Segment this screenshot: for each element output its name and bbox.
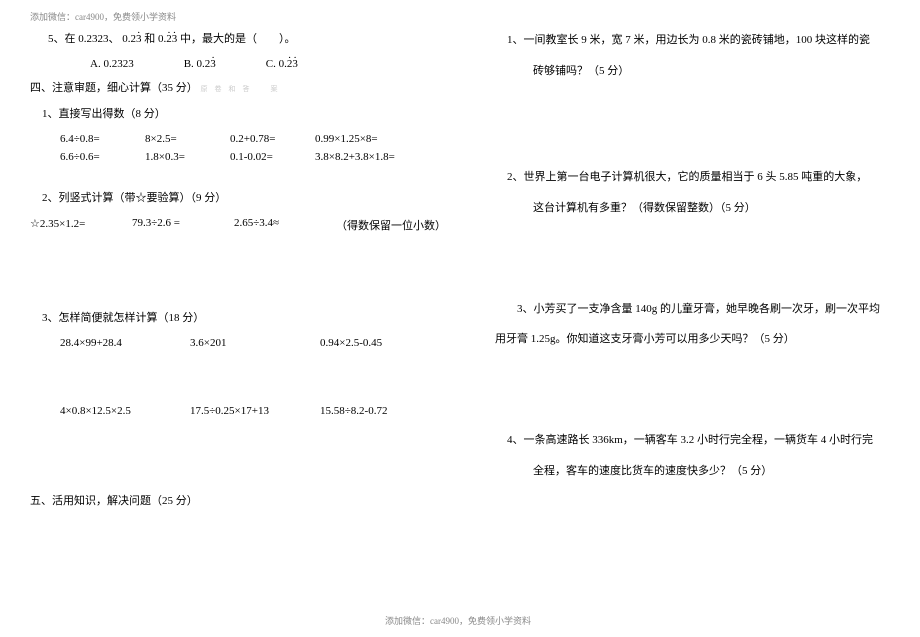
v1: ☆2.35×1.2= [30, 217, 120, 233]
right-column: 1、一间教室长 9 米，宽 7 米，用边长为 0.8 米的瓷砖铺地，100 块这… [465, 30, 900, 607]
problem-3-line2: 用牙膏 1.25g。你知道这支牙膏小芳可以用多少天吗？（5 分） [495, 329, 900, 350]
v-note: （得数保留一位小数） [336, 217, 446, 233]
sec4-1: 1、直接写出得数（8 分） [30, 105, 435, 125]
s2-2: 17.5÷0.25×17+13 [190, 405, 300, 417]
s1-3: 0.94×2.5-0.45 [320, 337, 430, 349]
cbv2: 3 [210, 58, 216, 70]
q5-n1b: 3 [136, 30, 142, 50]
choice-b-val: 0.23 [197, 58, 216, 70]
ccv1: 0. [279, 58, 287, 70]
ccv3: 3 [292, 58, 298, 70]
problem-4-line2: 全程，客车的速度比货车的速度快多少？（5 分） [495, 461, 900, 482]
eq-1-2: 8×2.5= [145, 133, 220, 145]
q5-suffix: 中，最大的是（ ）。 [180, 33, 296, 45]
section-5-title: 五、活用知识，解决问题（25 分） [30, 493, 435, 511]
eq-1-3: 0.2+0.78= [230, 133, 305, 145]
q5-choices: A. 0.2323 B. 0.23 C. 0.23 [30, 58, 435, 70]
eq-2-3: 0.1-0.02= [230, 151, 305, 163]
problem-4-line1: 4、一条高速路长 336km，一辆客车 3.2 小时行完全程，一辆货车 4 小时… [495, 430, 900, 451]
watermark-bottom: 添加微信：car4900，免费领小学资料 [385, 614, 531, 627]
eq-2-1: 6.6÷0.6= [60, 151, 135, 163]
sec4-title-text: 四、注意审题，细心计算（35 分） [30, 82, 198, 94]
choice-b: B. 0.23 [184, 58, 216, 70]
v2: 79.3÷2.6 = [132, 217, 222, 233]
choice-a-val: 0.2323 [103, 58, 133, 70]
choice-a-label: A. [90, 58, 101, 70]
eq-row-2: 6.6÷0.6= 1.8×0.3= 0.1-0.02= 3.8×8.2+3.8×… [30, 151, 435, 163]
v3: 2.65÷3.4≈ [234, 217, 324, 233]
q5-n2c: 3 [172, 30, 178, 50]
choice-c-val: 0.23 [279, 58, 298, 70]
choice-c: C. 0.23 [266, 58, 298, 70]
q5-num1: 0.23 [122, 33, 141, 45]
problem-1-line2: 砖够铺吗？（5 分） [495, 61, 900, 82]
problem-3-line1: 3、小芳买了一支净含量 140g 的儿童牙膏，她早晚各刷一次牙，刷一次平均 [495, 299, 900, 320]
problem-2-line2: 这台计算机有多重？（得数保留整数）（5 分） [495, 198, 900, 219]
sec4-3: 3、怎样简便就怎样计算（18 分） [30, 309, 435, 329]
eq-1-1: 6.4÷0.8= [60, 133, 135, 145]
s2-1: 4×0.8×12.5×2.5 [60, 405, 170, 417]
q5-mid: 和 [144, 33, 155, 45]
s1-2: 3.6×201 [190, 337, 300, 349]
sec4-2: 2、列竖式计算（带☆要验算）（9 分） [30, 189, 435, 209]
section-4-title: 四、注意审题，细心计算（35 分） 原 卷 和 答 案 [30, 80, 435, 98]
eq-1-4: 0.99×1.25×8= [315, 133, 390, 145]
q5-n1a: 0.2 [122, 33, 136, 45]
choice-b-label: B. [184, 58, 194, 70]
page-container: 5、在 0.2323、 0.23 和 0.23 中，最大的是（ ）。 A. 0.… [0, 0, 920, 637]
left-column: 5、在 0.2323、 0.23 和 0.23 中，最大的是（ ）。 A. 0.… [30, 30, 465, 607]
q5-num2: 0.23 [158, 33, 177, 45]
vert-row: ☆2.35×1.2= 79.3÷2.6 = 2.65÷3.4≈ （得数保留一位小… [30, 217, 435, 233]
eq-row-1: 6.4÷0.8= 8×2.5= 0.2+0.78= 0.99×1.25×8= [30, 133, 435, 145]
q5-n2a: 0. [158, 33, 166, 45]
s2-3: 15.58÷8.2-0.72 [320, 405, 430, 417]
problem-2-line1: 2、世界上第一台电子计算机很大，它的质量相当于 6 头 5.85 吨重的大象， [495, 167, 900, 188]
choice-a: A. 0.2323 [90, 58, 134, 70]
problem-1-line1: 1、一间教室长 9 米，宽 7 米，用边长为 0.8 米的瓷砖铺地，100 块这… [495, 30, 900, 51]
eq-2-4: 3.8×8.2+3.8×1.8= [315, 151, 395, 163]
choice-c-label: C. [266, 58, 276, 70]
eq-2-2: 1.8×0.3= [145, 151, 220, 163]
tiny-note: 原 卷 和 答 案 [201, 85, 278, 93]
q5-stem: 5、在 0.2323、 0.23 和 0.23 中，最大的是（ ）。 [30, 30, 435, 50]
watermark-top: 添加微信：car4900，免费领小学资料 [30, 10, 176, 23]
simp-row-1: 28.4×99+28.4 3.6×201 0.94×2.5-0.45 [30, 337, 435, 349]
q5-prefix: 5、在 0.2323、 [48, 33, 120, 45]
s1-1: 28.4×99+28.4 [60, 337, 170, 349]
cbv1: 0.2 [197, 58, 211, 70]
simp-row-2: 4×0.8×12.5×2.5 17.5÷0.25×17+13 15.58÷8.2… [30, 405, 435, 417]
